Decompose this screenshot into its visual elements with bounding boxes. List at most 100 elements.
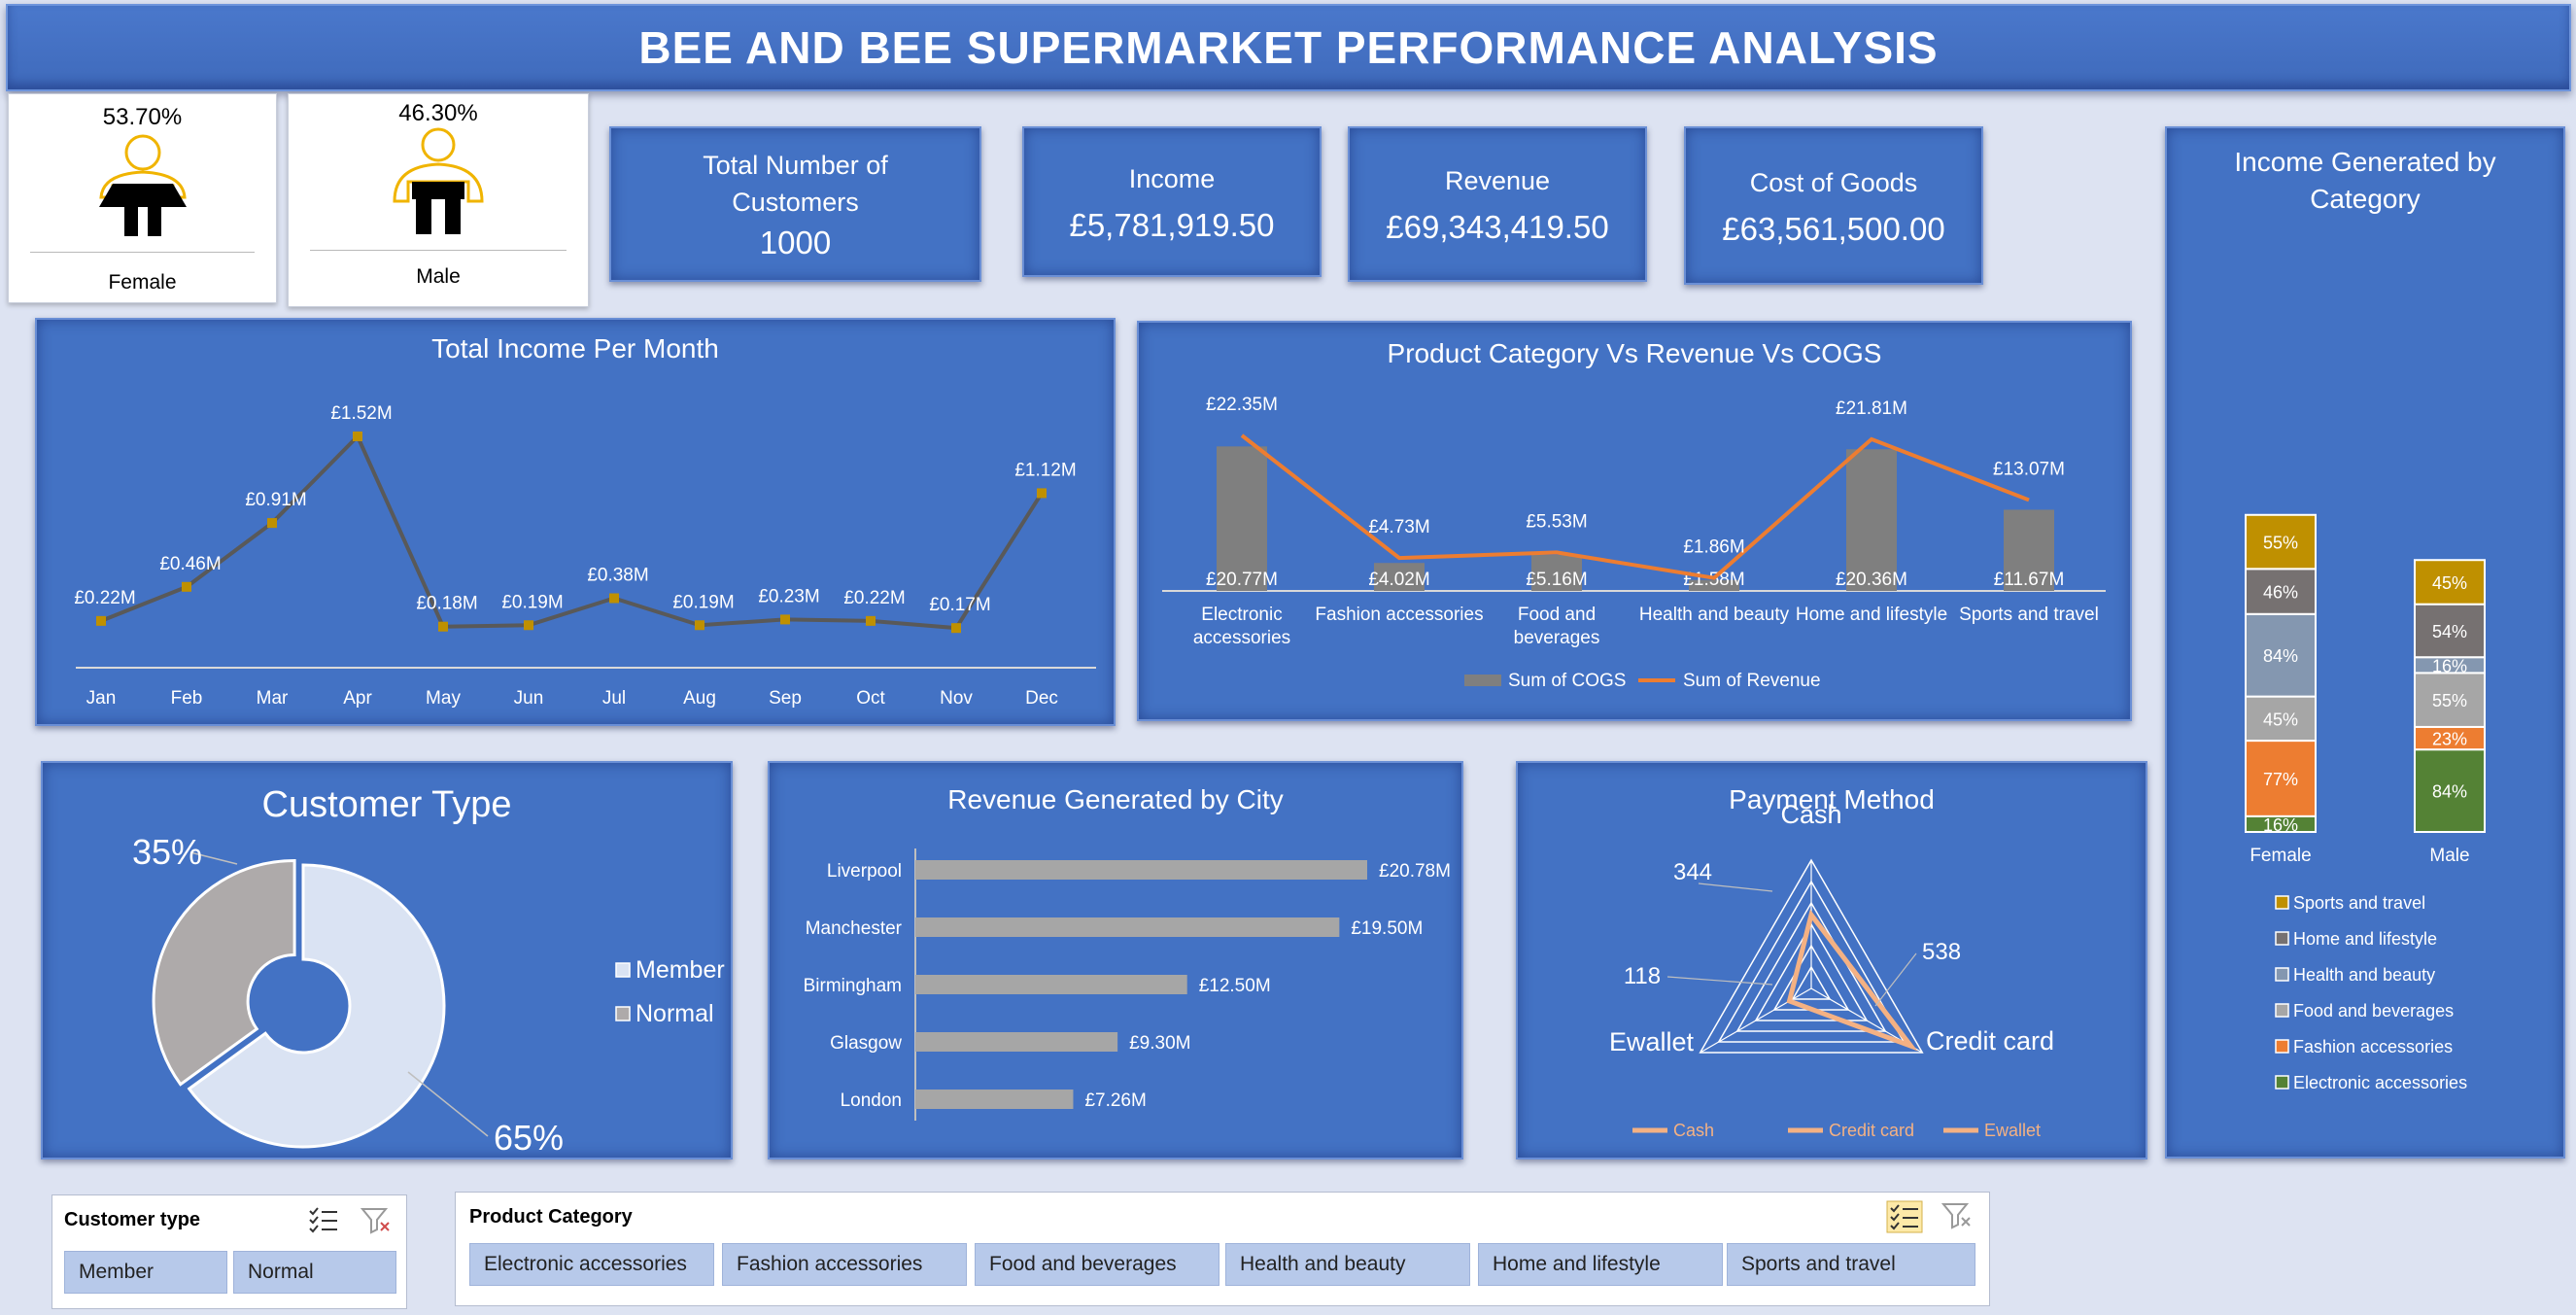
segment-male-electronic-accessories bbox=[2414, 748, 2486, 833]
product-category-slicer-title: Product Category bbox=[469, 1206, 633, 1228]
legend-swatch-member bbox=[615, 962, 631, 978]
slicer-item-normal[interactable]: Normal bbox=[233, 1251, 396, 1294]
payment-method-panel: Payment Method Cash Credit card Ewallet 344… bbox=[1516, 761, 2147, 1159]
data-point-feb bbox=[182, 581, 191, 592]
cogs-bar-electronic-accessories bbox=[1217, 446, 1267, 591]
segment-male-sports-and-travel bbox=[2414, 559, 2486, 606]
x-tick-electronic-accessories: Electronic accessories bbox=[1193, 605, 1290, 648]
leader-line-ewallet bbox=[1666, 976, 1773, 986]
legend-label-normal: Normal bbox=[635, 1000, 714, 1027]
kpi-customers-value: 1000 bbox=[759, 225, 832, 260]
x-tick-dec: Dec bbox=[1025, 688, 1058, 709]
legend-label-sports-and-travel: Sports and travel bbox=[2293, 893, 2425, 913]
kpi-cogs-value: £63,561,500.00 bbox=[1722, 210, 1945, 247]
x-tick-may: May bbox=[426, 688, 461, 709]
dashboard-title: BEE AND BEE SUPERMARKET PERFORMANCE ANAL… bbox=[6, 4, 2571, 91]
radar-grid-ring-6 bbox=[1699, 858, 1924, 1054]
product-category-slicer[interactable]: Product Category Electronic accessories … bbox=[455, 1192, 1990, 1306]
slicer-item-fashion-accessories[interactable]: Fashion accessories bbox=[722, 1243, 967, 1286]
clear-filter-icon[interactable] bbox=[1941, 1200, 1974, 1229]
multi-select-icon[interactable] bbox=[1886, 1200, 1923, 1233]
data-label-credit-card: 538 bbox=[1922, 939, 1961, 965]
cogs-bar-fashion-accessories bbox=[1374, 563, 1425, 591]
y-tick-glasgow: Glasgow bbox=[830, 1033, 902, 1054]
x-tick-jan: Jan bbox=[86, 688, 117, 709]
slicer-item-home-and-lifestyle[interactable]: Home and lifestyle bbox=[1478, 1243, 1723, 1286]
cogs-bar-sports-and-travel bbox=[2004, 509, 2054, 591]
x-tick-food-and-beverages: Food and beverages bbox=[1514, 605, 1600, 648]
customer-type-chart: 65% 35% Member Normal bbox=[132, 832, 725, 1158]
legend-label-fashion-accessories: Fashion accessories bbox=[2293, 1037, 2453, 1056]
slicer-item-electronic-accessories[interactable]: Electronic accessories bbox=[469, 1243, 714, 1286]
clear-filter-icon[interactable] bbox=[360, 1205, 393, 1234]
payment-method-chart: Cash Credit card Ewallet 344 538 118 Cash Credi… bbox=[1609, 800, 2054, 1140]
slicer-item-health-and-beauty[interactable]: Health and beauty bbox=[1225, 1243, 1470, 1286]
x-tick-home-and-lifestyle: Home and lifestyle bbox=[1796, 605, 1947, 625]
revenue-label-sports-and-travel: £13.07M bbox=[1993, 459, 2065, 479]
x-tick-jul: Jul bbox=[602, 688, 626, 709]
female-card: 53.70% Female bbox=[8, 93, 277, 303]
city-bar-birmingham bbox=[915, 975, 1187, 994]
data-label-aug: £0.19M bbox=[672, 592, 734, 612]
kpi-customers-title: Total Number of Customers bbox=[703, 151, 888, 217]
female-person-icon bbox=[98, 134, 187, 236]
data-label-sep: £0.23M bbox=[758, 586, 819, 606]
axis-label-credit-card: Credit card bbox=[1926, 1026, 2054, 1055]
data-label-liverpool: £20.78M bbox=[1379, 861, 1451, 882]
segment-label-female-health-and-beauty: 84% bbox=[2263, 646, 2298, 666]
x-tick-oct: Oct bbox=[856, 688, 885, 709]
segment-female-sports-and-travel bbox=[2245, 513, 2317, 571]
data-label-jun: £0.19M bbox=[501, 592, 563, 612]
data-label-glasgow: £9.30M bbox=[1129, 1033, 1190, 1054]
data-point-sep bbox=[780, 614, 790, 625]
revenue-by-city-chart: Liverpool £20.78M Manchester £19.50M Birming… bbox=[804, 848, 1451, 1121]
cogs-label-sports-and-travel: £11.67M bbox=[1994, 570, 2065, 590]
radar-grid-ring-3 bbox=[1754, 922, 1869, 1021]
kpi-income-value: £5,781,919.50 bbox=[1069, 206, 1275, 243]
income-by-category-title: Income Generated by Category bbox=[2234, 147, 2496, 214]
legend-label-health-and-beauty: Health and beauty bbox=[2293, 965, 2435, 985]
data-label-oct: £0.22M bbox=[843, 588, 905, 608]
income-series-line bbox=[100, 433, 1044, 631]
revenue-label-home-and-lifestyle: £21.81M bbox=[1836, 398, 1907, 419]
data-point-oct bbox=[866, 615, 876, 626]
slicer-item-member[interactable]: Member bbox=[64, 1251, 227, 1294]
city-bar-london bbox=[915, 1090, 1074, 1109]
legend-swatch-home-and-lifestyle bbox=[2275, 931, 2289, 946]
segment-label-female-food-and-beverages: 45% bbox=[2263, 709, 2298, 729]
slicer-item-food-and-beverages[interactable]: Food and beverages bbox=[975, 1243, 1219, 1286]
multi-select-icon[interactable] bbox=[307, 1205, 340, 1234]
male-card: 46.30% Male bbox=[288, 93, 589, 307]
kpi-revenue: Revenue £69,343,419.50 bbox=[1348, 126, 1647, 282]
cogs-label-food-and-beverages: £5.16M bbox=[1526, 570, 1587, 590]
legend-label-electronic-accessories: Electronic accessories bbox=[2293, 1073, 2467, 1092]
revenue-label-health-and-beauty: £1.86M bbox=[1683, 537, 1744, 558]
segment-label-female-home-and-lifestyle: 46% bbox=[2263, 583, 2298, 603]
city-bar-glasgow bbox=[915, 1032, 1118, 1052]
income-by-category-chart: 16% 77% 45% 84% 46% 55% Female 84% 23% 55% 16% 54% 4… bbox=[2245, 513, 2486, 1092]
legend-swatch-electronic-accessories bbox=[2275, 1075, 2289, 1090]
x-tick-jun: Jun bbox=[514, 688, 544, 709]
segment-female-home-and-lifestyle bbox=[2245, 568, 2317, 615]
x-tick-female: Female bbox=[2250, 846, 2311, 866]
segment-female-food-and-beverages bbox=[2245, 695, 2317, 743]
leader-line-cash bbox=[1698, 882, 1773, 892]
customer-type-slicer[interactable]: Customer type Member Normal bbox=[52, 1194, 407, 1309]
male-percent: 46.30% bbox=[398, 100, 478, 126]
city-bar-manchester bbox=[915, 917, 1340, 937]
segment-male-home-and-lifestyle bbox=[2414, 603, 2486, 659]
leader-line-member bbox=[407, 1071, 489, 1137]
income-per-month-title: Total Income Per Month bbox=[431, 333, 719, 363]
segment-label-male-sports-and-travel: 45% bbox=[2432, 573, 2467, 593]
data-label-birmingham: £12.50M bbox=[1199, 976, 1271, 996]
customer-type-slicer-title: Customer type bbox=[64, 1209, 201, 1230]
segment-label-male-food-and-beverages: 55% bbox=[2432, 691, 2467, 710]
y-tick-birmingham: Birmingham bbox=[804, 976, 902, 996]
slicer-item-sports-and-travel[interactable]: Sports and travel bbox=[1727, 1243, 1975, 1286]
x-tick-feb: Feb bbox=[171, 688, 203, 709]
kpi-income-title: Income bbox=[1128, 163, 1216, 193]
y-tick-liverpool: Liverpool bbox=[827, 861, 902, 882]
x-tick-mar: Mar bbox=[257, 688, 289, 709]
kpi-revenue-value: £69,343,419.50 bbox=[1386, 209, 1609, 245]
revenue-label-fashion-accessories: £4.73M bbox=[1368, 517, 1429, 537]
